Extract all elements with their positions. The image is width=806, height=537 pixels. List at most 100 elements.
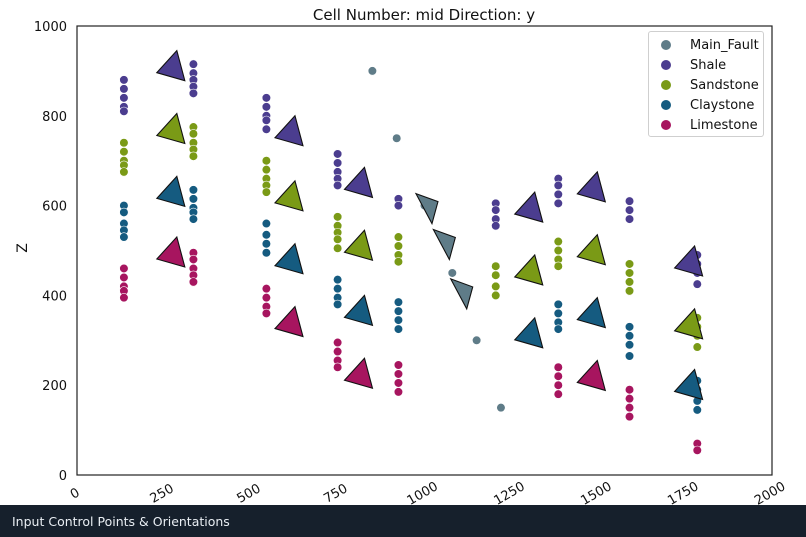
x-tick-label: 2000	[752, 479, 788, 505]
main-fault-orientation-marker	[432, 228, 457, 262]
limestone-point	[393, 387, 404, 397]
legend-item-sandstone: Sandstone	[649, 75, 763, 95]
legend-item-shale: Shale	[649, 55, 763, 75]
sandstone-point	[393, 241, 404, 251]
shale-orientation-marker	[513, 190, 544, 223]
claystone-point	[624, 322, 635, 332]
main-fault-orientation-marker	[414, 192, 439, 226]
sandstone-point	[491, 290, 501, 301]
sandstone-point	[333, 212, 343, 222]
claystone-point	[393, 315, 404, 325]
shale-point	[491, 205, 501, 215]
limestone-point	[333, 362, 343, 372]
sandstone-orientation-marker	[343, 229, 374, 262]
sandstone-point	[261, 156, 271, 166]
shale-point	[553, 180, 563, 190]
limestone-point	[119, 263, 129, 274]
shale-point	[119, 93, 129, 103]
x-tick-labels: 0 250 500 750 1000 1250 1500 1750 2000	[68, 479, 788, 505]
legend-marker	[661, 100, 671, 110]
claystone-orientation-marker	[576, 296, 607, 329]
claystone-orientation-marker	[673, 368, 704, 401]
claystone-orientation-marker	[513, 316, 544, 349]
shale-point	[624, 205, 635, 215]
figure-caption: Input Control Points & Orientations	[12, 513, 230, 529]
shale-point	[333, 149, 343, 159]
limestone-point	[119, 293, 129, 303]
main-fault-point	[392, 133, 402, 143]
sandstone-point	[491, 261, 501, 271]
shale-point	[624, 196, 635, 206]
sandstone-orientation-marker	[673, 307, 704, 340]
legend-marker	[661, 80, 671, 90]
sandstone-orientation-marker	[513, 253, 544, 286]
limestone-orientation-marker	[343, 357, 374, 390]
shale-point	[119, 75, 129, 85]
sandstone-point	[624, 286, 635, 296]
sandstone-point	[393, 232, 404, 242]
shale-point	[333, 180, 343, 190]
sandstone-point	[692, 342, 702, 352]
shale-point	[261, 124, 271, 134]
y-axis-label: Z	[15, 243, 31, 253]
limestone-point	[624, 385, 635, 395]
y-tick-label: 200	[42, 379, 67, 394]
legend-marker	[661, 40, 671, 50]
claystone-point	[393, 324, 404, 334]
claystone-point	[261, 218, 271, 229]
limestone-point	[119, 272, 129, 283]
shale-point	[119, 84, 129, 94]
limestone-point	[261, 308, 271, 318]
limestone-point	[553, 389, 563, 399]
limestone-orientation-marker	[155, 235, 186, 268]
sandstone-point	[333, 243, 343, 253]
shale-point	[188, 59, 199, 69]
main-fault-point	[472, 335, 482, 345]
x-tick-label: 1250	[492, 479, 528, 505]
claystone-point	[333, 275, 343, 285]
claystone-point	[261, 230, 271, 240]
sandstone-point	[119, 167, 129, 177]
x-tick-label: 1750	[665, 479, 701, 505]
limestone-point	[333, 337, 343, 348]
sandstone-point	[333, 234, 343, 244]
limestone-point	[333, 346, 343, 357]
sandstone-point	[491, 270, 501, 280]
shale-orientation-marker	[576, 170, 607, 203]
claystone-point	[261, 248, 271, 258]
limestone-point	[692, 445, 702, 455]
caption-bar: Input Control Points & Orientations	[0, 505, 806, 537]
y-tick-label: 600	[42, 200, 67, 215]
limestone-point	[261, 284, 271, 294]
legend-label: Sandstone	[690, 77, 759, 93]
limestone-orientation-marker	[273, 305, 304, 338]
main-fault-point	[496, 403, 506, 413]
sandstone-point	[553, 245, 563, 256]
sandstone-orientation-marker	[576, 233, 607, 266]
y-tick-label: 800	[42, 110, 67, 125]
shale-point	[553, 198, 563, 208]
legend: Main_Fault Shale Sandstone Claystone Lim…	[648, 31, 764, 137]
limestone-point	[261, 293, 271, 303]
shale-point	[188, 88, 199, 98]
legend-label: Limestone	[690, 117, 758, 133]
claystone-point	[188, 185, 199, 195]
sandstone-point	[393, 257, 404, 267]
x-tick-label: 1500	[578, 479, 614, 505]
shale-point	[119, 106, 129, 116]
claystone-point	[333, 284, 343, 294]
claystone-orientation-marker	[273, 242, 304, 275]
limestone-point	[624, 403, 635, 413]
legend-marker	[661, 120, 671, 130]
sandstone-point	[553, 236, 563, 247]
sandstone-point	[624, 268, 635, 278]
limestone-point	[393, 369, 404, 379]
y-tick-label: 400	[42, 289, 67, 304]
claystone-point	[188, 194, 199, 204]
shale-point	[261, 102, 271, 112]
limestone-point	[188, 277, 199, 287]
claystone-point	[692, 405, 702, 415]
sandstone-point	[624, 259, 635, 269]
sandstone-orientation-marker	[273, 179, 304, 212]
limestone-point	[553, 362, 563, 372]
